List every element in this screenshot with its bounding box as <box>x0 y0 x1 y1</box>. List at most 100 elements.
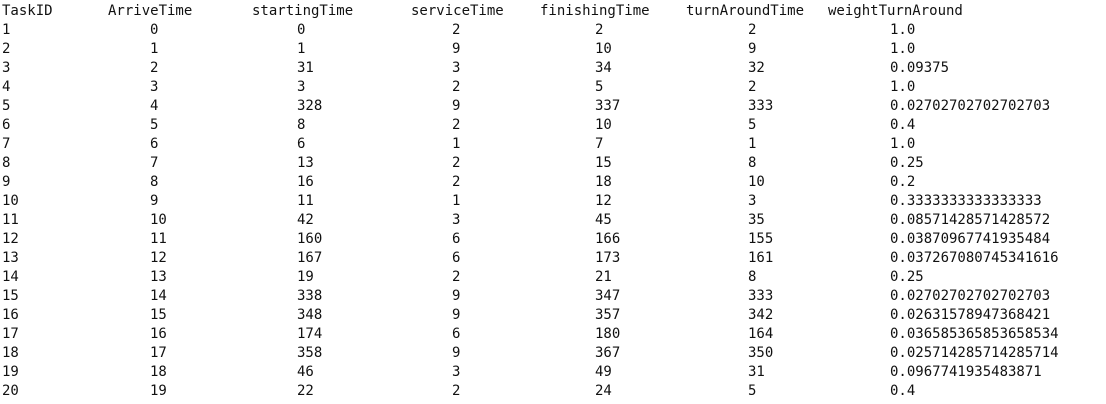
cell-finishing-time: 347 <box>595 288 621 304</box>
cell-service-time: 2 <box>452 383 461 399</box>
cell-turnaround-time: 155 <box>748 231 774 247</box>
cell-finishing-time: 357 <box>595 307 621 323</box>
cell-turnaround-time: 1 <box>748 136 757 152</box>
cell-service-time: 2 <box>452 79 461 95</box>
cell-turnaround-time: 9 <box>748 41 757 57</box>
cell-turnaround-time: 5 <box>748 383 757 399</box>
cell-task-id: 18 <box>2 345 19 361</box>
cell-starting-time: 1 <box>297 41 306 57</box>
cell-starting-time: 338 <box>297 288 323 304</box>
cell-weight-turnaround: 0.25 <box>890 155 924 171</box>
cell-arrive-time: 11 <box>150 231 167 247</box>
cell-turnaround-time: 2 <box>748 79 757 95</box>
cell-service-time: 1 <box>452 193 461 209</box>
cell-turnaround-time: 8 <box>748 269 757 285</box>
cell-weight-turnaround: 0.25 <box>890 269 924 285</box>
cell-weight-turnaround: 0.08571428571428572 <box>890 212 1051 228</box>
cell-starting-time: 8 <box>297 117 306 133</box>
cell-finishing-time: 10 <box>595 41 612 57</box>
cell-arrive-time: 10 <box>150 212 167 228</box>
cell-turnaround-time: 10 <box>748 174 765 190</box>
cell-weight-turnaround: 0.2 <box>890 174 916 190</box>
cell-weight-turnaround: 0.02702702702702703 <box>890 288 1051 304</box>
header-finishing-time: finishingTime <box>540 3 650 19</box>
cell-finishing-time: 7 <box>595 136 604 152</box>
cell-arrive-time: 6 <box>150 136 159 152</box>
cell-service-time: 9 <box>452 98 461 114</box>
cell-finishing-time: 10 <box>595 117 612 133</box>
cell-finishing-time: 12 <box>595 193 612 209</box>
cell-turnaround-time: 32 <box>748 60 765 76</box>
cell-task-id: 6 <box>2 117 11 133</box>
cell-weight-turnaround: 1.0 <box>890 136 916 152</box>
cell-starting-time: 6 <box>297 136 306 152</box>
cell-finishing-time: 49 <box>595 364 612 380</box>
cell-starting-time: 174 <box>297 326 323 342</box>
cell-arrive-time: 3 <box>150 79 159 95</box>
cell-task-id: 7 <box>2 136 11 152</box>
cell-task-id: 3 <box>2 60 11 76</box>
header-arrive-time: ArriveTime <box>108 3 193 19</box>
cell-task-id: 16 <box>2 307 19 323</box>
cell-service-time: 2 <box>452 117 461 133</box>
cell-service-time: 1 <box>452 136 461 152</box>
cell-starting-time: 328 <box>297 98 323 114</box>
cell-service-time: 9 <box>452 288 461 304</box>
cell-starting-time: 167 <box>297 250 323 266</box>
header-task-id: TaskID <box>2 3 53 19</box>
cell-arrive-time: 18 <box>150 364 167 380</box>
cell-starting-time: 13 <box>297 155 314 171</box>
cell-finishing-time: 21 <box>595 269 612 285</box>
cell-task-id: 12 <box>2 231 19 247</box>
cell-task-id: 1 <box>2 22 11 38</box>
cell-service-time: 9 <box>452 307 461 323</box>
cell-turnaround-time: 350 <box>748 345 774 361</box>
cell-arrive-time: 8 <box>150 174 159 190</box>
cell-arrive-time: 12 <box>150 250 167 266</box>
cell-weight-turnaround: 0.025714285714285714 <box>890 345 1059 361</box>
cell-task-id: 11 <box>2 212 19 228</box>
cell-turnaround-time: 333 <box>748 288 774 304</box>
cell-turnaround-time: 31 <box>748 364 765 380</box>
cell-finishing-time: 5 <box>595 79 604 95</box>
cell-arrive-time: 4 <box>150 98 159 114</box>
cell-starting-time: 358 <box>297 345 323 361</box>
cell-task-id: 4 <box>2 79 11 95</box>
cell-task-id: 20 <box>2 383 19 399</box>
cell-arrive-time: 5 <box>150 117 159 133</box>
cell-arrive-time: 9 <box>150 193 159 209</box>
cell-service-time: 2 <box>452 174 461 190</box>
cell-turnaround-time: 342 <box>748 307 774 323</box>
cell-starting-time: 19 <box>297 269 314 285</box>
cell-starting-time: 160 <box>297 231 323 247</box>
cell-task-id: 2 <box>2 41 11 57</box>
cell-service-time: 3 <box>452 364 461 380</box>
cell-task-id: 8 <box>2 155 11 171</box>
cell-task-id: 15 <box>2 288 19 304</box>
cell-starting-time: 31 <box>297 60 314 76</box>
cell-turnaround-time: 161 <box>748 250 774 266</box>
cell-weight-turnaround: 0.036585365853658534 <box>890 326 1059 342</box>
cell-finishing-time: 15 <box>595 155 612 171</box>
cell-arrive-time: 17 <box>150 345 167 361</box>
cell-weight-turnaround: 0.037267080745341616 <box>890 250 1059 266</box>
cell-arrive-time: 16 <box>150 326 167 342</box>
header-starting-time: startingTime <box>252 3 354 19</box>
cell-starting-time: 348 <box>297 307 323 323</box>
cell-weight-turnaround: 0.02631578947368421 <box>890 307 1051 323</box>
cell-finishing-time: 34 <box>595 60 612 76</box>
cell-starting-time: 16 <box>297 174 314 190</box>
cell-arrive-time: 7 <box>150 155 159 171</box>
cell-starting-time: 42 <box>297 212 314 228</box>
header-service-time: serviceTime <box>411 3 504 19</box>
cell-starting-time: 3 <box>297 79 306 95</box>
cell-task-id: 9 <box>2 174 11 190</box>
cell-finishing-time: 180 <box>595 326 621 342</box>
cell-service-time: 2 <box>452 269 461 285</box>
cell-starting-time: 11 <box>297 193 314 209</box>
cell-service-time: 2 <box>452 22 461 38</box>
cell-starting-time: 46 <box>297 364 314 380</box>
cell-service-time: 3 <box>452 212 461 228</box>
cell-arrive-time: 0 <box>150 22 159 38</box>
